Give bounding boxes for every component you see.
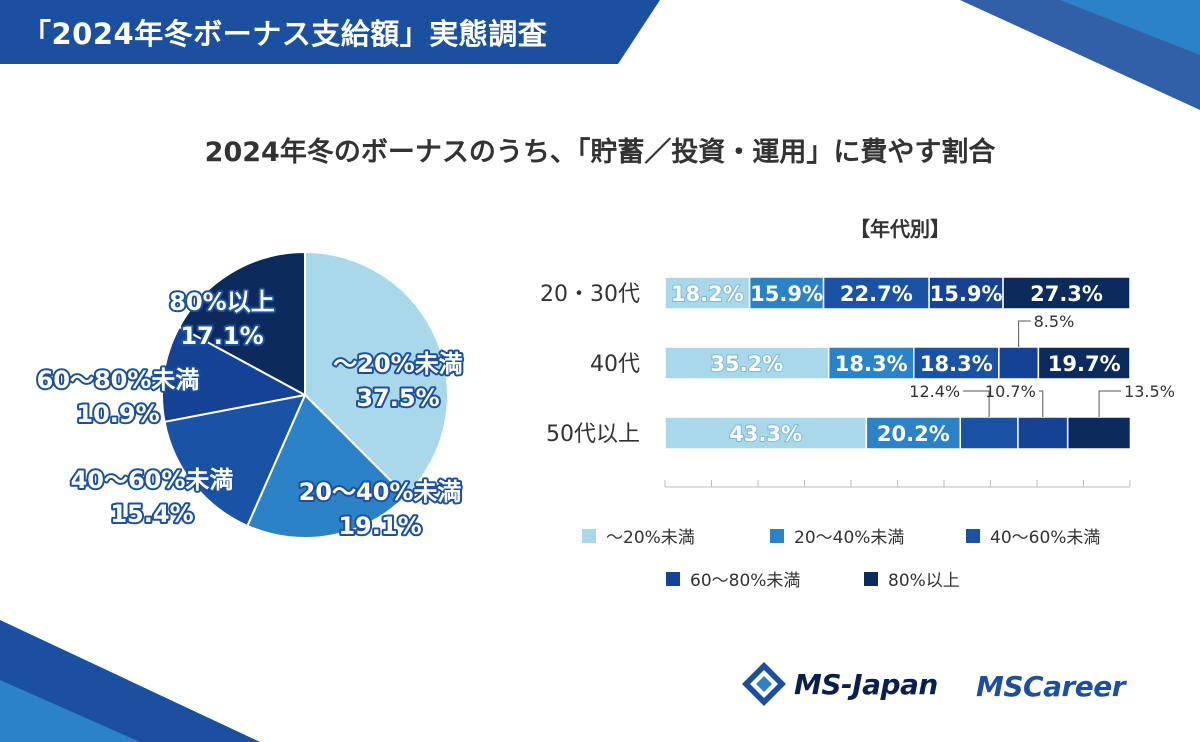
bar-segment-1-0 (664, 346, 830, 380)
bar-value-label-2-0: 43.3% (729, 422, 802, 446)
pie-slice-3 (161, 325, 308, 423)
bar-value-label-2-4: 13.5% (1124, 382, 1175, 401)
pie-value-0: 37.5% (356, 384, 439, 412)
bar-value-label-1-1: 18.3% (835, 352, 908, 376)
bar-segment-1-4 (1037, 346, 1131, 380)
bar-value-label-0-1: 15.9% (750, 282, 823, 306)
bar-leader-line (1098, 390, 1122, 417)
bar-segment-0-1 (748, 276, 825, 310)
pie-value-4: 17.1% (180, 322, 263, 350)
pie-value-1: 19.1% (338, 512, 421, 540)
legend-item-3: 60～80%未満 (666, 566, 800, 591)
legend-label: 80%以上 (888, 571, 960, 591)
bar-segment-1-3 (998, 346, 1040, 380)
corner-stripe-top-right-2 (1060, 0, 1200, 55)
corner-stripe-bottom-left-2 (0, 680, 140, 742)
legend-label: ～20%未満 (606, 528, 695, 548)
ms-japan-logo-text: MS-Japan (794, 667, 938, 701)
bar-value-label-0-2: 22.7% (840, 282, 913, 306)
legend-item-4: 80%以上 (864, 566, 960, 591)
bar-value-label-2-3: 10.7% (985, 382, 1036, 401)
bar-value-label-2-2: 12.4% (909, 382, 960, 401)
legend-label: 60～80%未満 (690, 571, 801, 591)
legend-swatch (582, 528, 596, 543)
pie-slice-0 (304, 250, 449, 498)
pie-label-1: 20～40%未満 (299, 478, 462, 506)
bar-segment-1-2 (913, 346, 1000, 380)
bar-value-label-0-3: 15.9% (930, 282, 1003, 306)
bar-segment-2-3 (1017, 416, 1069, 450)
legend-swatch (864, 571, 878, 586)
banner-shape (0, 0, 660, 64)
pie-slice-1 (246, 393, 408, 539)
bar-value-label-0-0: 18.2% (671, 282, 744, 306)
bar-segment-2-4 (1066, 416, 1132, 450)
legend-item-1: 20～40%未満 (770, 523, 904, 548)
ms-career-logo: MSCareer (976, 670, 1126, 703)
bar-leader-line (1038, 390, 1044, 417)
bar-value-label-1-4: 19.7% (1048, 352, 1121, 376)
bar-value-label-1-0: 35.2% (710, 352, 783, 376)
bar-value-label-1-3: 8.5% (1034, 312, 1075, 331)
bar-segment-2-2 (959, 416, 1019, 450)
ms-japan-mark-icon (742, 662, 786, 706)
bar-value-label-0-4: 27.3% (1030, 282, 1103, 306)
bar-segment-0-4 (1002, 276, 1131, 310)
bar-category-label-2: 50代以上 (546, 422, 640, 447)
legend-swatch (666, 571, 680, 586)
ms-japan-logo: MS-Japan (740, 660, 938, 708)
pie-label-0: ～20%未満 (333, 350, 462, 378)
chart-title: 2024年冬のボーナスのうち、「貯蓄／投資・運用」に費やす割合 (204, 137, 996, 168)
banner-title: 「2024年冬ボーナス支給額」実態調査 (22, 17, 548, 51)
pie-chart: ～20%未満 37.5% 20～40%未満 19.1% 40～60%未満 15.4% 60～… (35, 250, 465, 542)
bar-value-label-1-2: 18.3% (920, 352, 993, 376)
bar-category-label-0: 20・30代 (540, 282, 640, 307)
legend-label: 40～60%未満 (990, 528, 1101, 548)
pie-value-3: 10.9% (76, 400, 159, 428)
legend-item-2: 40～60%未満 (966, 523, 1100, 548)
pie-label-3: 60～80%未満 (37, 366, 200, 394)
bar-leader-line (1018, 320, 1031, 347)
legend-swatch (770, 528, 784, 543)
bar-chart-subtitle: 【年代別】 (850, 217, 950, 241)
bar-value-label-2-1: 20.2% (877, 422, 950, 446)
legend-label: 20～40%未満 (794, 528, 905, 548)
pie-value-2: 15.4% (110, 500, 193, 528)
bar-segment-0-3 (928, 276, 1004, 310)
bar-segment-2-0 (664, 416, 868, 450)
bar-category-label-1: 40代 (590, 352, 640, 377)
pie-slice-4 (177, 250, 306, 397)
bar-leader-line (963, 390, 990, 417)
pie-slice-2 (163, 393, 307, 528)
legend-item-0: ～20%未満 (582, 523, 695, 548)
pie-label-4: 80%以上 (169, 288, 274, 316)
legend-swatch (966, 528, 980, 543)
pie-label-2: 40～60%未満 (71, 466, 234, 494)
